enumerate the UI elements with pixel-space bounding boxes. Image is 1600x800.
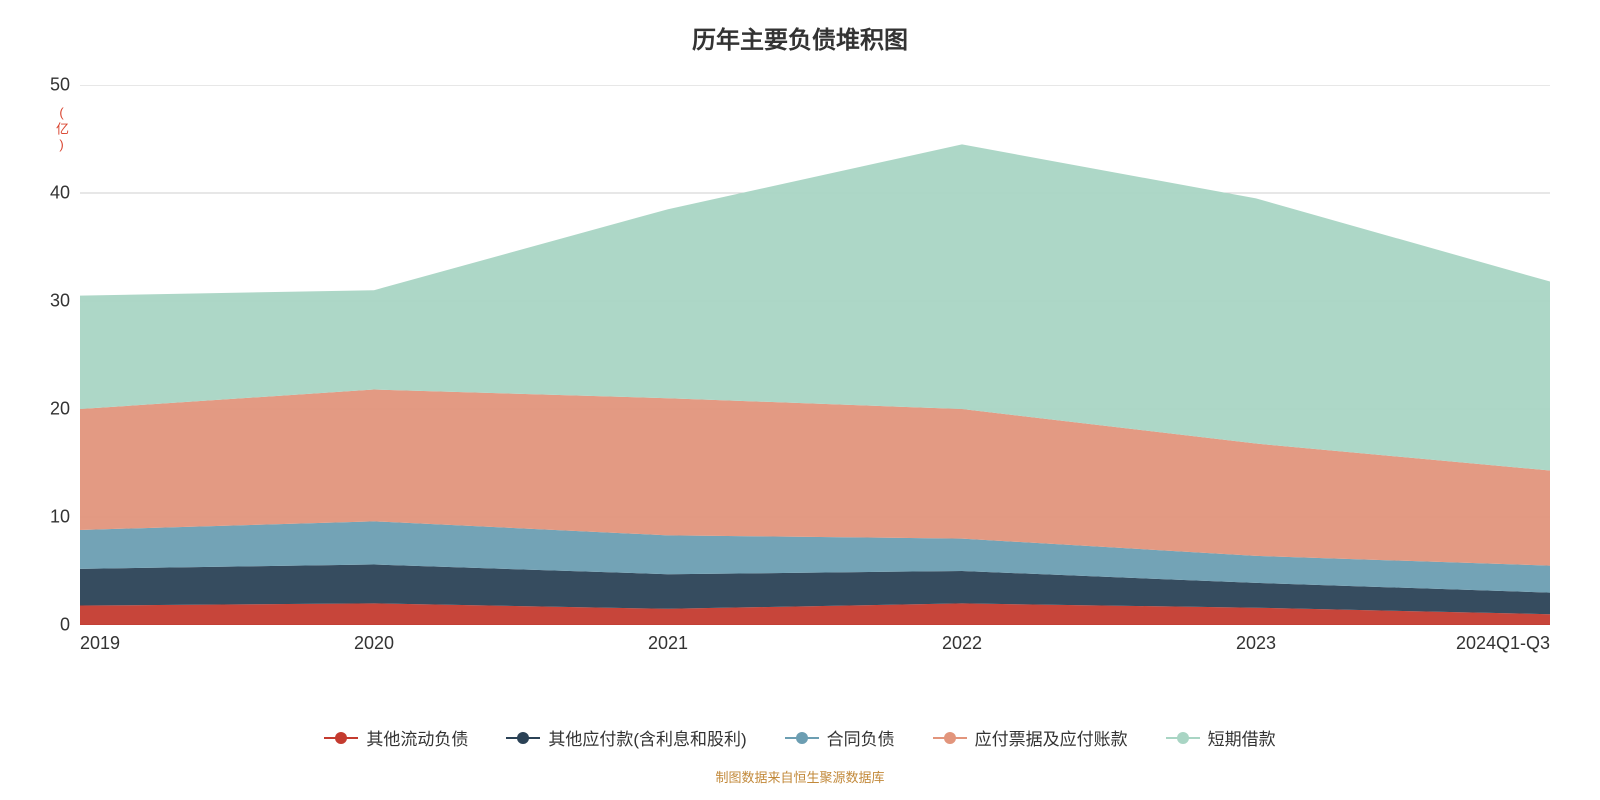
y-tick-label: 30 xyxy=(50,291,80,312)
y-tick-label: 0 xyxy=(60,615,80,636)
legend-swatch-icon xyxy=(324,737,358,739)
x-tick-label: 2022 xyxy=(942,625,982,654)
plot-area: 01020304050201920202021202220232024Q1-Q3 xyxy=(80,85,1550,625)
chart-container: 历年主要负债堆积图 (亿) 01020304050201920202021202… xyxy=(0,0,1600,800)
x-tick-label: 2020 xyxy=(354,625,394,654)
legend-swatch-icon xyxy=(1166,737,1200,739)
legend-label: 应付票据及应付账款 xyxy=(975,725,1128,750)
legend-swatch-icon xyxy=(785,737,819,739)
legend-label: 短期借款 xyxy=(1208,725,1276,750)
legend: 其他流动负债 其他应付款(含利息和股利) 合同负债 应付票据及应付账款 短期借款 xyxy=(0,725,1600,750)
footer-credit: 制图数据来自恒生聚源数据库 xyxy=(0,767,1600,786)
legend-item: 其他应付款(含利息和股利) xyxy=(506,725,746,750)
legend-label: 合同负债 xyxy=(827,725,895,750)
legend-item: 合同负债 xyxy=(785,725,895,750)
y-tick-label: 50 xyxy=(50,75,80,96)
y-tick-label: 20 xyxy=(50,399,80,420)
x-tick-label: 2023 xyxy=(1236,625,1276,654)
stacked-area-svg xyxy=(80,85,1550,625)
x-tick-label: 2021 xyxy=(648,625,688,654)
legend-item: 应付票据及应付账款 xyxy=(933,725,1128,750)
y-tick-label: 40 xyxy=(50,183,80,204)
legend-swatch-icon xyxy=(506,737,540,739)
y-tick-label: 10 xyxy=(50,507,80,528)
chart-title: 历年主要负债堆积图 xyxy=(0,0,1600,55)
legend-swatch-icon xyxy=(933,737,967,739)
legend-item: 其他流动负债 xyxy=(324,725,468,750)
legend-item: 短期借款 xyxy=(1166,725,1276,750)
x-tick-label: 2024Q1-Q3 xyxy=(1456,625,1550,654)
x-tick-label: 2019 xyxy=(80,625,120,654)
legend-label: 其他应付款(含利息和股利) xyxy=(548,725,746,750)
legend-label: 其他流动负债 xyxy=(366,725,468,750)
y-axis-label: (亿) xyxy=(52,105,71,154)
